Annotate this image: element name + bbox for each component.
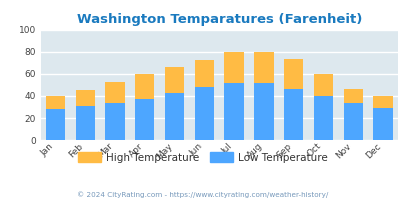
- Bar: [224, 52, 243, 83]
- Bar: [343, 103, 362, 140]
- Bar: [135, 74, 154, 99]
- Bar: [254, 83, 273, 140]
- Bar: [224, 83, 243, 140]
- Bar: [313, 74, 333, 96]
- Bar: [254, 52, 273, 83]
- Bar: [46, 96, 65, 109]
- Text: © 2024 CityRating.com - https://www.cityrating.com/weather-history/: © 2024 CityRating.com - https://www.city…: [77, 191, 328, 198]
- Bar: [343, 89, 362, 103]
- Bar: [373, 108, 392, 140]
- Bar: [313, 96, 333, 140]
- Bar: [284, 59, 303, 89]
- Bar: [194, 87, 213, 140]
- Legend: High Temperature, Low Temperature: High Temperature, Low Temperature: [74, 148, 331, 167]
- Title: Washington Temparatures (Farenheit): Washington Temparatures (Farenheit): [77, 13, 361, 26]
- Bar: [105, 82, 124, 103]
- Bar: [284, 89, 303, 140]
- Bar: [373, 96, 392, 108]
- Bar: [75, 106, 95, 140]
- Bar: [135, 99, 154, 140]
- Bar: [75, 90, 95, 106]
- Bar: [164, 67, 184, 93]
- Bar: [194, 60, 213, 87]
- Bar: [164, 93, 184, 140]
- Bar: [46, 109, 65, 140]
- Bar: [105, 103, 124, 140]
